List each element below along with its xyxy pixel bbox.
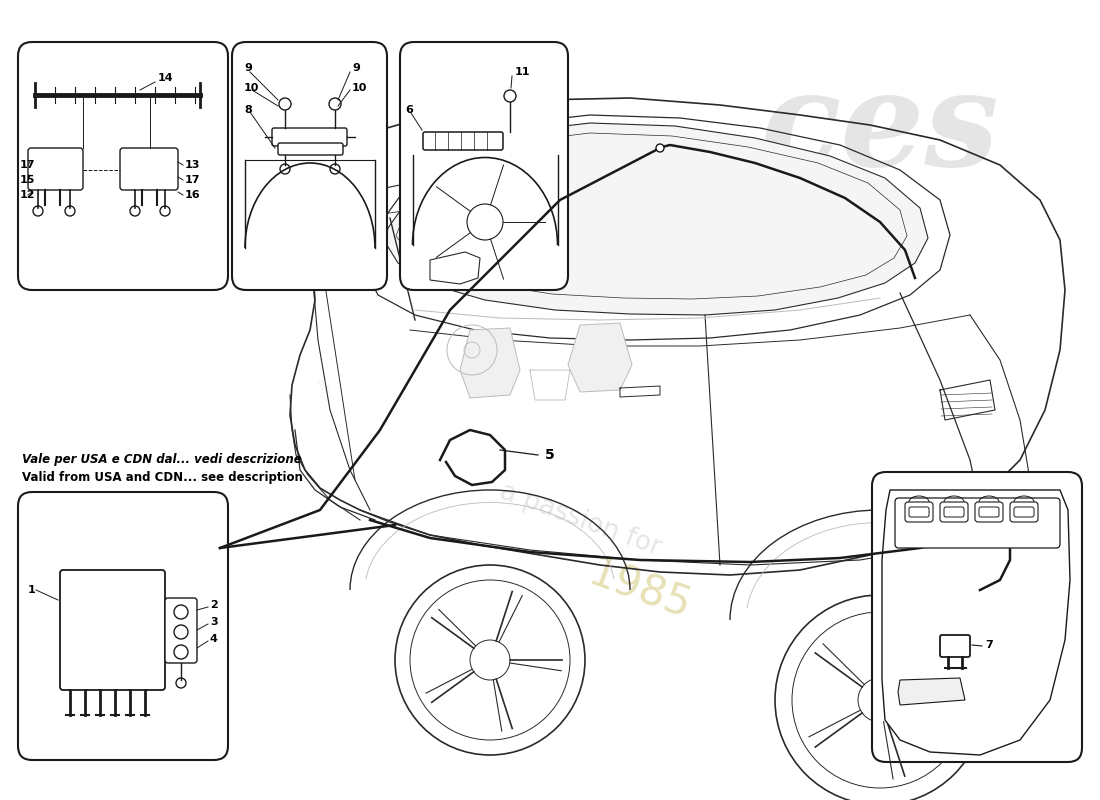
Text: 17: 17 bbox=[20, 160, 35, 170]
Polygon shape bbox=[898, 678, 965, 705]
Text: 12: 12 bbox=[20, 190, 35, 200]
Text: 1985: 1985 bbox=[583, 552, 697, 628]
Text: 6: 6 bbox=[405, 105, 412, 115]
Text: ces: ces bbox=[760, 66, 1000, 194]
Circle shape bbox=[656, 144, 664, 152]
FancyBboxPatch shape bbox=[1010, 502, 1038, 522]
FancyBboxPatch shape bbox=[28, 148, 82, 190]
Polygon shape bbox=[882, 490, 1070, 755]
FancyBboxPatch shape bbox=[940, 502, 968, 522]
FancyBboxPatch shape bbox=[872, 472, 1082, 762]
Circle shape bbox=[279, 98, 292, 110]
Text: a passion for: a passion for bbox=[496, 478, 664, 562]
Text: 7: 7 bbox=[984, 640, 992, 650]
Text: 2: 2 bbox=[210, 600, 218, 610]
FancyBboxPatch shape bbox=[400, 42, 568, 290]
FancyBboxPatch shape bbox=[895, 498, 1060, 548]
Text: 1: 1 bbox=[28, 585, 35, 595]
Text: 15: 15 bbox=[20, 175, 35, 185]
Text: Vale per USA e CDN dal... vedi descrizione: Vale per USA e CDN dal... vedi descrizio… bbox=[22, 454, 301, 466]
Text: 9: 9 bbox=[244, 63, 252, 73]
FancyBboxPatch shape bbox=[940, 635, 970, 657]
Text: Valid from USA and CDN... see description: Valid from USA and CDN... see descriptio… bbox=[22, 471, 302, 485]
Text: 9: 9 bbox=[352, 63, 360, 73]
Polygon shape bbox=[568, 323, 632, 392]
Polygon shape bbox=[460, 328, 520, 398]
FancyBboxPatch shape bbox=[905, 502, 933, 522]
FancyBboxPatch shape bbox=[1014, 507, 1034, 517]
FancyBboxPatch shape bbox=[232, 42, 387, 290]
FancyBboxPatch shape bbox=[278, 143, 343, 155]
Text: 4: 4 bbox=[210, 634, 218, 644]
Text: 8: 8 bbox=[244, 105, 252, 115]
FancyBboxPatch shape bbox=[120, 148, 178, 190]
FancyBboxPatch shape bbox=[909, 507, 929, 517]
FancyBboxPatch shape bbox=[424, 132, 503, 150]
Text: 10: 10 bbox=[244, 83, 260, 93]
Text: 17: 17 bbox=[185, 175, 200, 185]
Text: 16: 16 bbox=[185, 190, 200, 200]
Polygon shape bbox=[430, 252, 480, 284]
FancyBboxPatch shape bbox=[979, 507, 999, 517]
FancyBboxPatch shape bbox=[944, 507, 964, 517]
Text: 11: 11 bbox=[515, 67, 530, 77]
Text: 5: 5 bbox=[544, 448, 554, 462]
Text: 10: 10 bbox=[352, 83, 367, 93]
FancyBboxPatch shape bbox=[18, 492, 228, 760]
FancyBboxPatch shape bbox=[18, 42, 228, 290]
Polygon shape bbox=[385, 123, 928, 315]
Circle shape bbox=[329, 98, 341, 110]
Text: 3: 3 bbox=[210, 617, 218, 627]
Circle shape bbox=[504, 90, 516, 102]
FancyBboxPatch shape bbox=[975, 502, 1003, 522]
FancyBboxPatch shape bbox=[165, 598, 197, 663]
FancyBboxPatch shape bbox=[272, 128, 346, 146]
Text: 14: 14 bbox=[158, 73, 174, 83]
FancyBboxPatch shape bbox=[60, 570, 165, 690]
Text: 13: 13 bbox=[185, 160, 200, 170]
